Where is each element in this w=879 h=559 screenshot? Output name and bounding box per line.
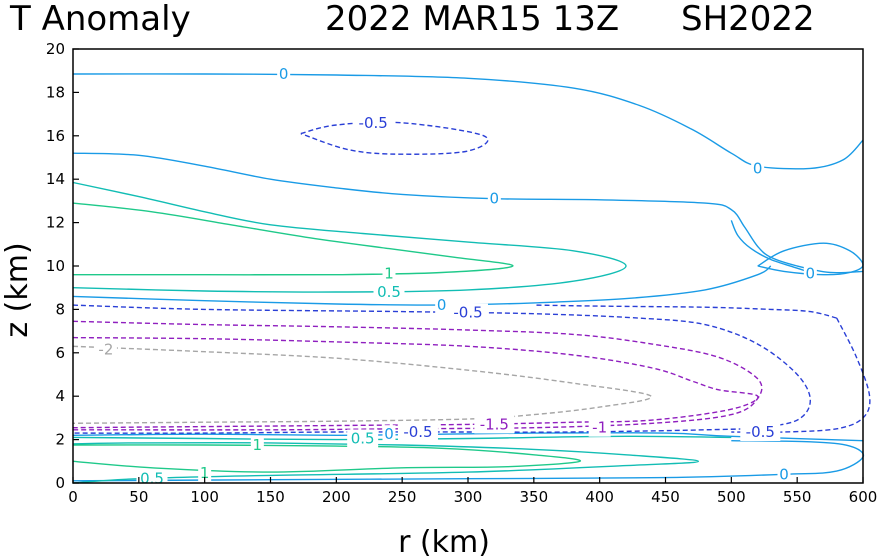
x-tick-label: 450 (651, 488, 680, 506)
contour-label-bg (277, 64, 291, 83)
y-axis-ticks: 0 2 4 6 8 10 12 14 16 18 20 (46, 40, 79, 492)
x-tick-label: 300 (454, 488, 483, 506)
contour-label-bg (382, 264, 396, 283)
contour-label: -0.5 (359, 114, 388, 132)
x-tick-label: 250 (388, 488, 417, 506)
contour-label-bg (803, 264, 817, 283)
contour-label: 0 (779, 465, 789, 483)
contour-label-bg (347, 429, 379, 448)
contour-label-bg (474, 415, 515, 434)
contour-label: 1 (253, 436, 263, 454)
x-tick-label: 550 (783, 488, 812, 506)
y-tick-label: 6 (55, 344, 65, 362)
contour-label: 0 (490, 190, 500, 208)
contour-label-bg (751, 159, 765, 178)
contour-label: 0.5 (140, 470, 164, 488)
chart-title-right: SH2022 (681, 0, 815, 39)
contour-line (72, 73, 864, 170)
contour-label: -0.5 (453, 304, 482, 322)
y-tick-label: 0 (55, 474, 65, 492)
contour-line (72, 336, 759, 429)
contour-label: -0.5 (403, 423, 432, 441)
contour-line (300, 121, 489, 155)
y-tick-label: 12 (46, 214, 65, 232)
y-tick-label: 10 (46, 257, 65, 275)
contour-line (72, 304, 811, 434)
plot-frame (72, 48, 864, 484)
contour-label-bg (448, 303, 488, 322)
contour-line (72, 435, 732, 441)
y-tick-label: 4 (55, 387, 65, 405)
x-tick-label: 500 (717, 488, 746, 506)
contour-line (72, 202, 514, 276)
y-tick-label: 8 (55, 300, 65, 318)
contour-label-bg (353, 113, 394, 132)
contour-label-bg (435, 296, 449, 315)
contour-label: 0.5 (351, 430, 375, 448)
contour-label: 1 (384, 265, 394, 283)
x-axis-ticks: 0 50 100 150 200 250 300 350 400 450 500 550 600 (68, 477, 877, 506)
contour-label-bg (487, 189, 501, 208)
x-tick-label: 400 (585, 488, 614, 506)
contour-label-bg (250, 436, 264, 455)
contour-line (72, 441, 700, 484)
x-tick-label: 0 (68, 488, 78, 506)
x-tick-label: 350 (520, 488, 549, 506)
contour-line (72, 265, 772, 306)
contour-label-bg (198, 464, 212, 483)
x-tick-label: 200 (322, 488, 351, 506)
y-tick-label: 2 (55, 431, 65, 449)
contour-label: 0 (806, 265, 816, 283)
contour-label: -1.5 (480, 415, 509, 433)
contour-label: 0 (753, 159, 763, 177)
contour-line (72, 181, 627, 293)
contour-label-bg (740, 423, 781, 442)
contour-label: 0 (384, 425, 394, 443)
contour-label-bg (397, 423, 438, 442)
contour-line (72, 152, 864, 274)
contour-line (72, 345, 652, 424)
contour-label-bg (777, 465, 791, 484)
x-axis-label: r (km) (398, 525, 490, 559)
contour-line (72, 444, 581, 473)
x-tick-label: 150 (256, 488, 285, 506)
chart-title-center: 2022 MAR15 13Z (325, 0, 619, 39)
contour-label: -1 (592, 419, 607, 437)
contour-line (731, 317, 871, 433)
y-axis-label: z (km) (0, 242, 35, 337)
contour-label-bg (382, 425, 396, 444)
contour-lines (72, 73, 871, 484)
contour-label: -0.5 (746, 423, 775, 441)
y-tick-label: 20 (46, 40, 65, 58)
y-tick-label: 14 (46, 170, 65, 188)
contour-line (72, 432, 864, 442)
y-tick-label: 16 (46, 127, 65, 145)
x-tick-label: 600 (849, 488, 878, 506)
contour-line (533, 304, 837, 319)
contour-label: -2 (98, 341, 113, 359)
contour-line (730, 220, 811, 274)
contour-label-bg (373, 283, 405, 302)
contour-label: 1 (200, 464, 210, 482)
contour-label: 0 (437, 296, 447, 314)
contour-label-bg (588, 418, 611, 437)
contour-label-bg (94, 340, 117, 359)
contour-line (72, 440, 865, 482)
x-tick-label: 50 (129, 488, 148, 506)
contour-label: 0 (279, 65, 289, 83)
x-tick-label: 100 (190, 488, 219, 506)
contour-label: 0.5 (377, 283, 401, 301)
chart-title-left: T Anomaly (9, 0, 191, 39)
y-tick-label: 18 (46, 83, 65, 101)
contour-line (72, 320, 763, 431)
